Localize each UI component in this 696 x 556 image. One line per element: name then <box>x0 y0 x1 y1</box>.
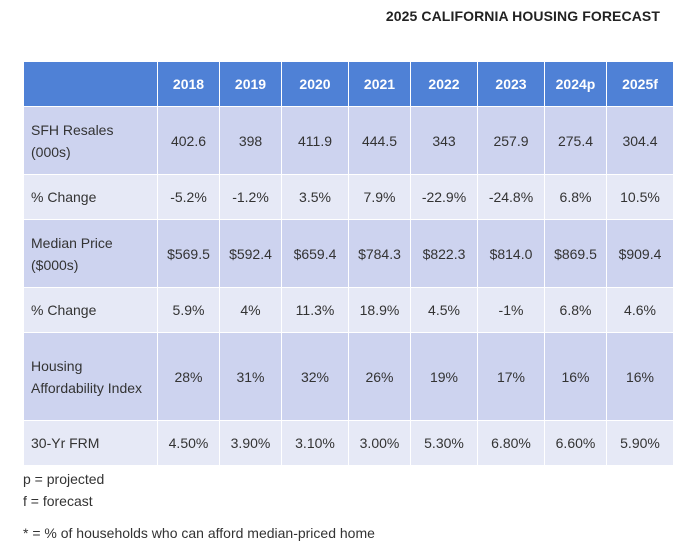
table-cell: 10.5% <box>606 174 674 220</box>
table-cell: 3.10% <box>281 420 349 466</box>
table-cell: 3.90% <box>219 420 282 466</box>
note-forecast: f = forecast <box>23 493 93 509</box>
table-cell: 17% <box>477 332 545 421</box>
table-cell: 19% <box>410 332 478 421</box>
table-cell: 5.90% <box>606 420 674 466</box>
table-cell: 7.9% <box>348 174 411 220</box>
header-cell-2024p: 2024p <box>544 61 607 107</box>
row-label: SFH Resales (000s) <box>23 106 158 175</box>
table-row: 30-Yr FRM 4.50% 3.90% 3.10% 3.00% 5.30% … <box>23 420 674 466</box>
table-cell: 5.9% <box>157 287 220 333</box>
header-cell-2020: 2020 <box>281 61 349 107</box>
table-cell: 343 <box>410 106 478 175</box>
row-label: Housing Affordability Index <box>23 332 158 421</box>
table-cell: 6.60% <box>544 420 607 466</box>
header-cell-empty <box>23 61 158 107</box>
table-cell: $909.4 <box>606 219 674 288</box>
header-cell-2023: 2023 <box>477 61 545 107</box>
table-cell: 6.8% <box>544 287 607 333</box>
table-row: SFH Resales (000s) 402.6 398 411.9 444.5… <box>23 106 674 175</box>
table-row: Housing Affordability Index 28% 31% 32% … <box>23 332 674 421</box>
table-cell: 444.5 <box>348 106 411 175</box>
forecast-table: 2018 2019 2020 2021 2022 2023 2024p 2025… <box>23 61 674 466</box>
row-label: Median Price ($000s) <box>23 219 158 288</box>
page-title: 2025 CALIFORNIA HOUSING FORECAST <box>385 8 660 24</box>
table-cell: 304.4 <box>606 106 674 175</box>
table-cell: -22.9% <box>410 174 478 220</box>
table-cell: 402.6 <box>157 106 220 175</box>
table-cell: 32% <box>281 332 349 421</box>
header-cell-2022: 2022 <box>410 61 478 107</box>
table-cell: 5.30% <box>410 420 478 466</box>
table-cell: $569.5 <box>157 219 220 288</box>
notes: p = projected f = forecast * = % of hous… <box>23 468 375 544</box>
table-cell: $814.0 <box>477 219 545 288</box>
table-cell: 16% <box>544 332 607 421</box>
table-cell: $592.4 <box>219 219 282 288</box>
table-row: Median Price ($000s) $569.5 $592.4 $659.… <box>23 219 674 288</box>
table-cell: 4.5% <box>410 287 478 333</box>
table-header-row: 2018 2019 2020 2021 2022 2023 2024p 2025… <box>23 61 674 107</box>
table-cell: 3.00% <box>348 420 411 466</box>
header-cell-2025f: 2025f <box>606 61 674 107</box>
table-cell: 16% <box>606 332 674 421</box>
table-cell: -24.8% <box>477 174 545 220</box>
table-cell: -1.2% <box>219 174 282 220</box>
header-cell-2019: 2019 <box>219 61 282 107</box>
table-cell: 3.5% <box>281 174 349 220</box>
table-cell: $869.5 <box>544 219 607 288</box>
table-cell: 6.80% <box>477 420 545 466</box>
table-cell: 4% <box>219 287 282 333</box>
row-label: % Change <box>23 174 158 220</box>
header-cell-2018: 2018 <box>157 61 220 107</box>
table-cell: 4.50% <box>157 420 220 466</box>
table-row: % Change -5.2% -1.2% 3.5% 7.9% -22.9% -2… <box>23 174 674 220</box>
table-cell: 11.3% <box>281 287 349 333</box>
note-projected: p = projected <box>23 471 105 487</box>
header-cell-2021: 2021 <box>348 61 411 107</box>
table-cell: $822.3 <box>410 219 478 288</box>
table-cell: 6.8% <box>544 174 607 220</box>
table-cell: 257.9 <box>477 106 545 175</box>
table-cell: $784.3 <box>348 219 411 288</box>
table-cell: 4.6% <box>606 287 674 333</box>
table-cell: 31% <box>219 332 282 421</box>
table-cell: -5.2% <box>157 174 220 220</box>
table-cell: $659.4 <box>281 219 349 288</box>
table-cell: 18.9% <box>348 287 411 333</box>
table-cell: -1% <box>477 287 545 333</box>
note-footnote: * = % of households who can afford media… <box>23 525 375 541</box>
table-cell: 26% <box>348 332 411 421</box>
table-cell: 275.4 <box>544 106 607 175</box>
table-cell: 398 <box>219 106 282 175</box>
row-label: 30-Yr FRM <box>23 420 158 466</box>
table-cell: 411.9 <box>281 106 349 175</box>
table-row: % Change 5.9% 4% 11.3% 18.9% 4.5% -1% 6.… <box>23 287 674 333</box>
row-label: % Change <box>23 287 158 333</box>
table-cell: 28% <box>157 332 220 421</box>
